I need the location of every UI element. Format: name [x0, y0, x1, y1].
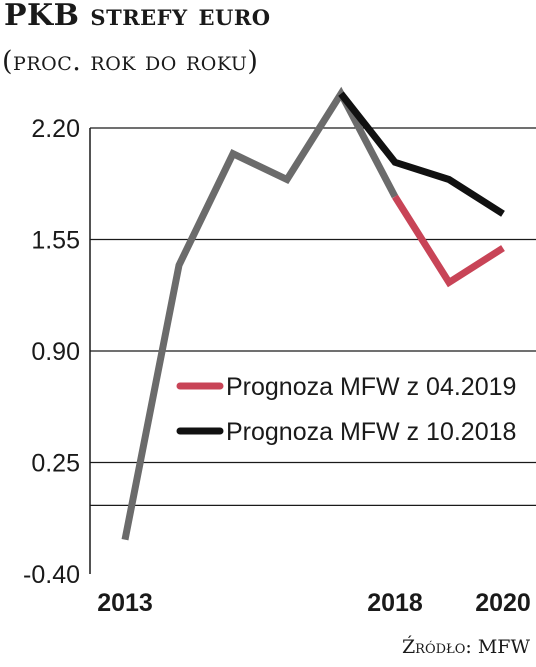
series-lines [121, 86, 505, 541]
chart-title: PKB strefy euro [4, 0, 271, 33]
legend-label: Prognoza MFW z 10.2018 [226, 418, 516, 446]
chart-subtitle: (proc. rok do roku) [2, 46, 259, 77]
y-tick-labels: 2.20 1.55 0.90 0.25 -0.40 [23, 115, 80, 589]
x-tick-label: 2020 [475, 589, 531, 617]
y-tick-label: 0.25 [31, 450, 80, 478]
y-tick-label: -0.40 [23, 561, 80, 589]
legend: Prognoza MFW z 04.2019 Prognoza MFW z 10.… [176, 373, 516, 446]
grid-lines [90, 127, 536, 507]
x-tick-label: 2013 [97, 589, 153, 617]
x-tick-labels: 2013 2018 2020 [97, 589, 531, 617]
legend-label: Prognoza MFW z 04.2019 [226, 373, 516, 401]
y-tick-label: 1.55 [31, 227, 80, 255]
series-line-forecast_oct2018 [338, 91, 505, 217]
series-line-history [121, 86, 399, 541]
series-line-forecast_apr2019 [392, 194, 505, 288]
source-note: Źródło: MFW [401, 636, 530, 658]
y-tick-label: 2.20 [31, 115, 80, 143]
y-tick-label: 0.90 [31, 338, 80, 366]
x-tick-label: 2018 [367, 589, 423, 617]
